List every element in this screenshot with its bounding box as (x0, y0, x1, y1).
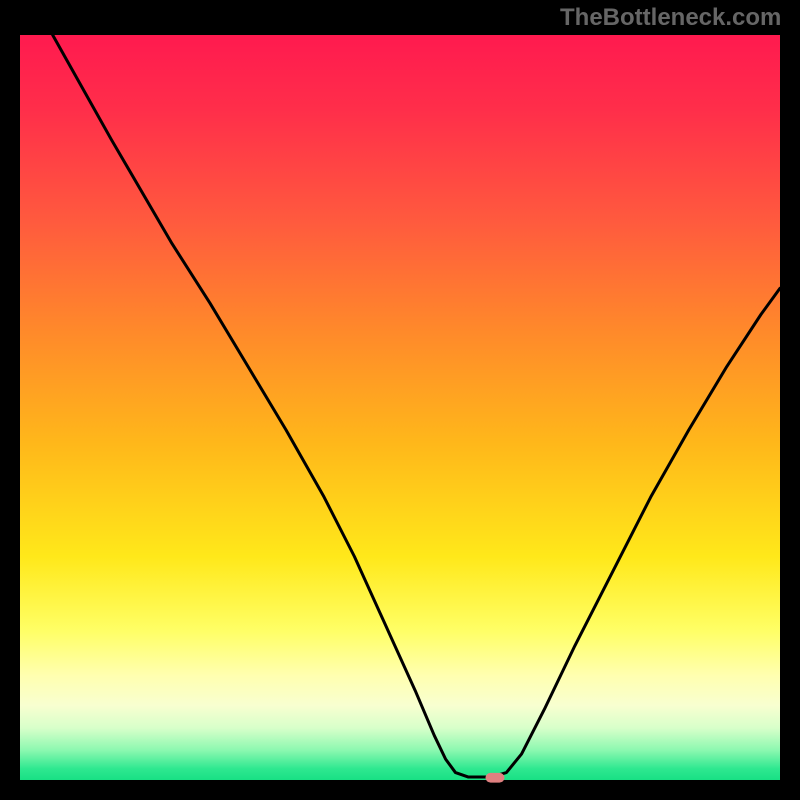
watermark-text: TheBottleneck.com (560, 4, 781, 32)
chart-stage: TheBottleneck.com (0, 0, 800, 800)
minimum-marker (486, 773, 505, 783)
plot-area (20, 35, 780, 780)
chart-svg (0, 0, 800, 800)
